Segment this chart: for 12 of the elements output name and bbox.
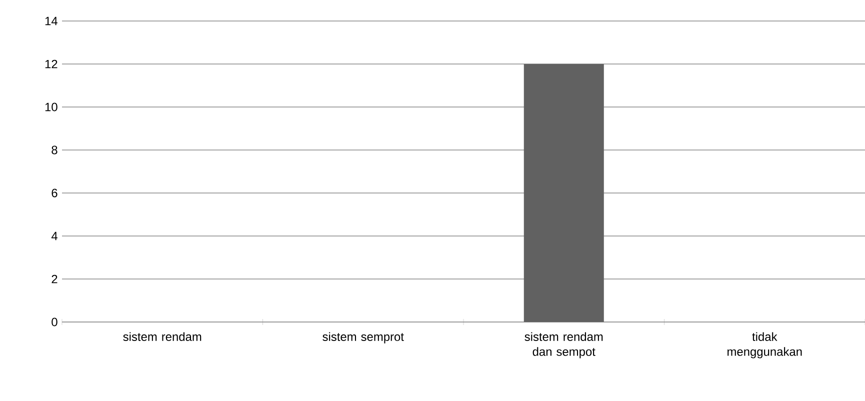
x-tick-label: tidak menggunakan: [728, 332, 802, 358]
y-tick-label: 0: [52, 318, 58, 326]
y-tick-label: 6: [52, 188, 58, 198]
x-tick-label: sistem semprot: [322, 332, 404, 344]
y-tick-label: 12: [45, 60, 58, 68]
x-tick-label: sistem rendam dan sempot: [524, 332, 603, 358]
x-tick-label: sistem rendam: [123, 332, 202, 341]
y-tick-label: 10: [45, 102, 58, 112]
y-tick-label: 2: [52, 274, 58, 284]
y-tick-label: 4: [51, 232, 58, 240]
y-tick-label: 8: [52, 146, 58, 154]
y-tick-label: 14: [45, 16, 58, 26]
